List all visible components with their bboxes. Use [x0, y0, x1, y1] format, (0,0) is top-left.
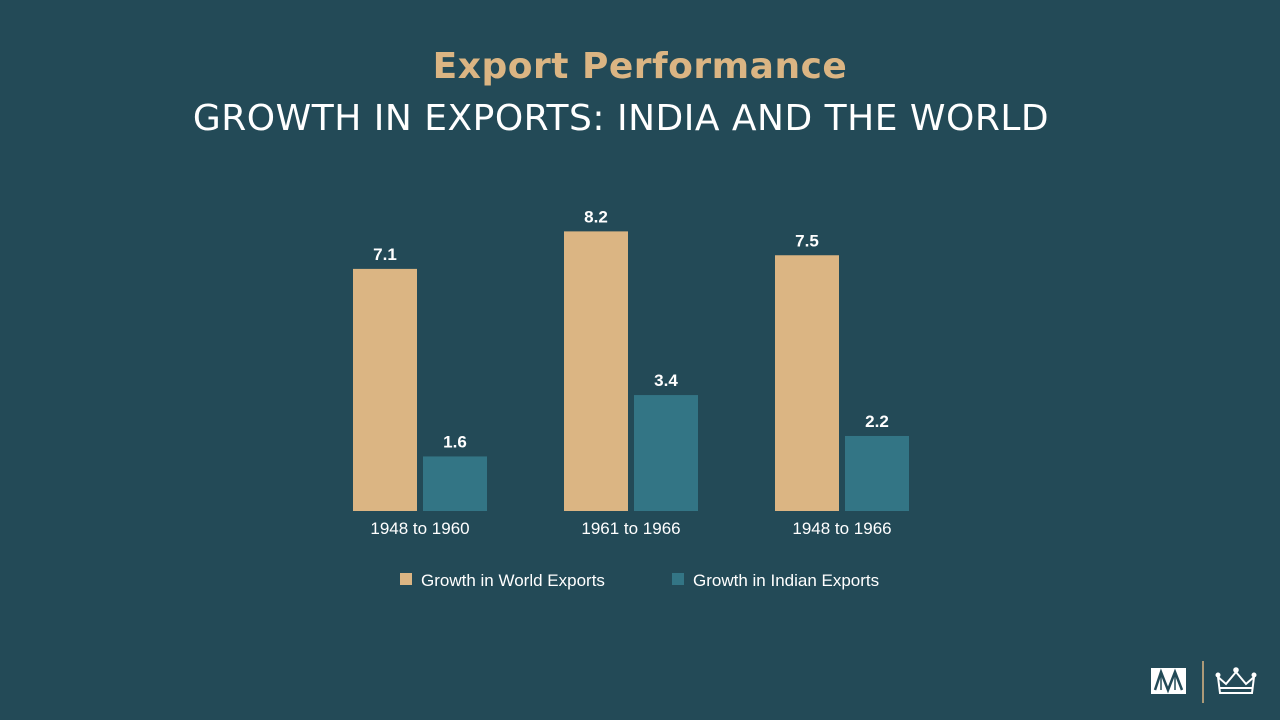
legend-label: Growth in World Exports — [421, 571, 605, 590]
bar-world-1 — [564, 231, 628, 511]
data-label: 3.4 — [654, 371, 678, 390]
bar-india-0 — [423, 456, 487, 511]
x-tick-label: 1948 to 1960 — [370, 519, 469, 538]
data-label: 8.2 — [584, 207, 608, 226]
legend-swatch — [400, 573, 412, 585]
bar-world-2 — [775, 255, 839, 511]
data-label: 7.5 — [795, 231, 819, 250]
legend-swatch — [672, 573, 684, 585]
bar-world-0 — [353, 268, 417, 511]
bar-india-2 — [845, 435, 909, 511]
data-label: 2.2 — [865, 412, 889, 431]
bar-india-1 — [634, 395, 698, 511]
legend-label: Growth in Indian Exports — [693, 571, 879, 590]
data-label: 7.1 — [373, 245, 397, 264]
x-tick-label: 1961 to 1966 — [581, 519, 680, 538]
institution-logos — [1151, 661, 1257, 703]
slide-title: Export Performance — [432, 46, 848, 87]
slide-subtitle: GROWTH IN EXPORTS: INDIA AND THE WORLD — [192, 98, 1050, 139]
crown-icon — [1215, 667, 1257, 694]
x-tick-label: 1948 to 1966 — [792, 519, 891, 538]
mm-logo-icon — [1151, 668, 1186, 694]
data-label: 1.6 — [443, 432, 467, 451]
